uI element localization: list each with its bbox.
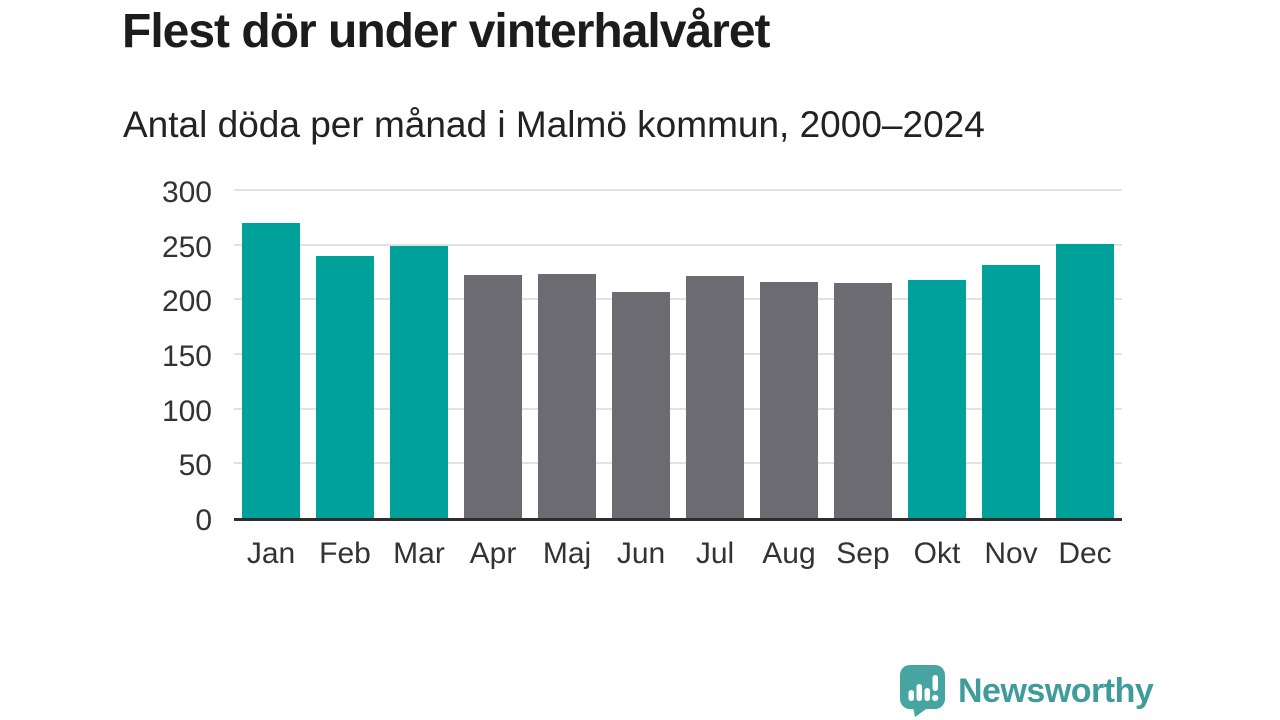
bar-aug [760,281,818,518]
gridline-250 [234,243,1122,246]
y-tick-label-100: 100 [161,394,212,428]
x-tick-label-apr: Apr [469,537,517,570]
y-tick-label-0: 0 [195,504,212,537]
bar-dec [1056,243,1114,518]
gridline-300 [234,189,1122,191]
y-tick-label-250: 250 [161,230,212,264]
y-tick-label-200: 200 [161,285,212,319]
x-tick-label-jul: Jul [695,537,735,570]
x-tick-label-aug: Aug [762,537,816,570]
bar-jan [242,222,300,518]
x-tick-label-sep: Sep [836,537,890,570]
newsworthy-logo-icon [900,665,945,717]
x-tick-label-jun: Jun [616,537,666,570]
x-axis-tick-labels: Jan Feb Mar Apr Maj Jun Jul Aug Sep Okt Nov Dec [234,534,1122,574]
bar-nov [982,265,1040,518]
y-tick-label-300: 300 [161,176,212,209]
bar-feb [316,255,374,518]
x-tick-label-maj: Maj [542,537,592,570]
y-tick-label-50: 50 [178,449,212,483]
x-tick-label-okt: Okt [913,537,961,570]
bar-jun [612,291,670,518]
plot-area [234,189,1122,521]
x-tick-label-mar: Mar [393,537,445,570]
bars-row [234,193,1122,518]
bar-apr [464,275,522,518]
x-tick-label-jan: Jan [246,537,296,570]
chart-title: Flest dör under vinterhalvåret [122,5,771,58]
gridline-50 [234,462,1122,465]
y-tick-label-150: 150 [161,340,212,373]
bar-jul [686,276,744,518]
bar-sep [834,282,892,518]
x-tick-label-nov: Nov [984,537,1038,570]
gridline-100 [234,407,1122,410]
branding-footer: Newsworthy [900,665,1154,717]
bar-okt [908,279,966,518]
x-tick-label-dec: Dec [1058,537,1112,570]
y-axis-tick-labels: 0 50 100 150 200 250 300 [118,177,212,537]
newsworthy-logo-text: Newsworthy [958,671,1154,710]
bar-maj [538,274,596,518]
x-tick-label-feb: Feb [319,537,371,570]
chart-subtitle: Antal döda per månad i Malmö kommun, 200… [123,104,985,145]
gridline-200 [234,298,1122,301]
gridline-150 [234,353,1122,355]
bar-mar [390,245,448,518]
